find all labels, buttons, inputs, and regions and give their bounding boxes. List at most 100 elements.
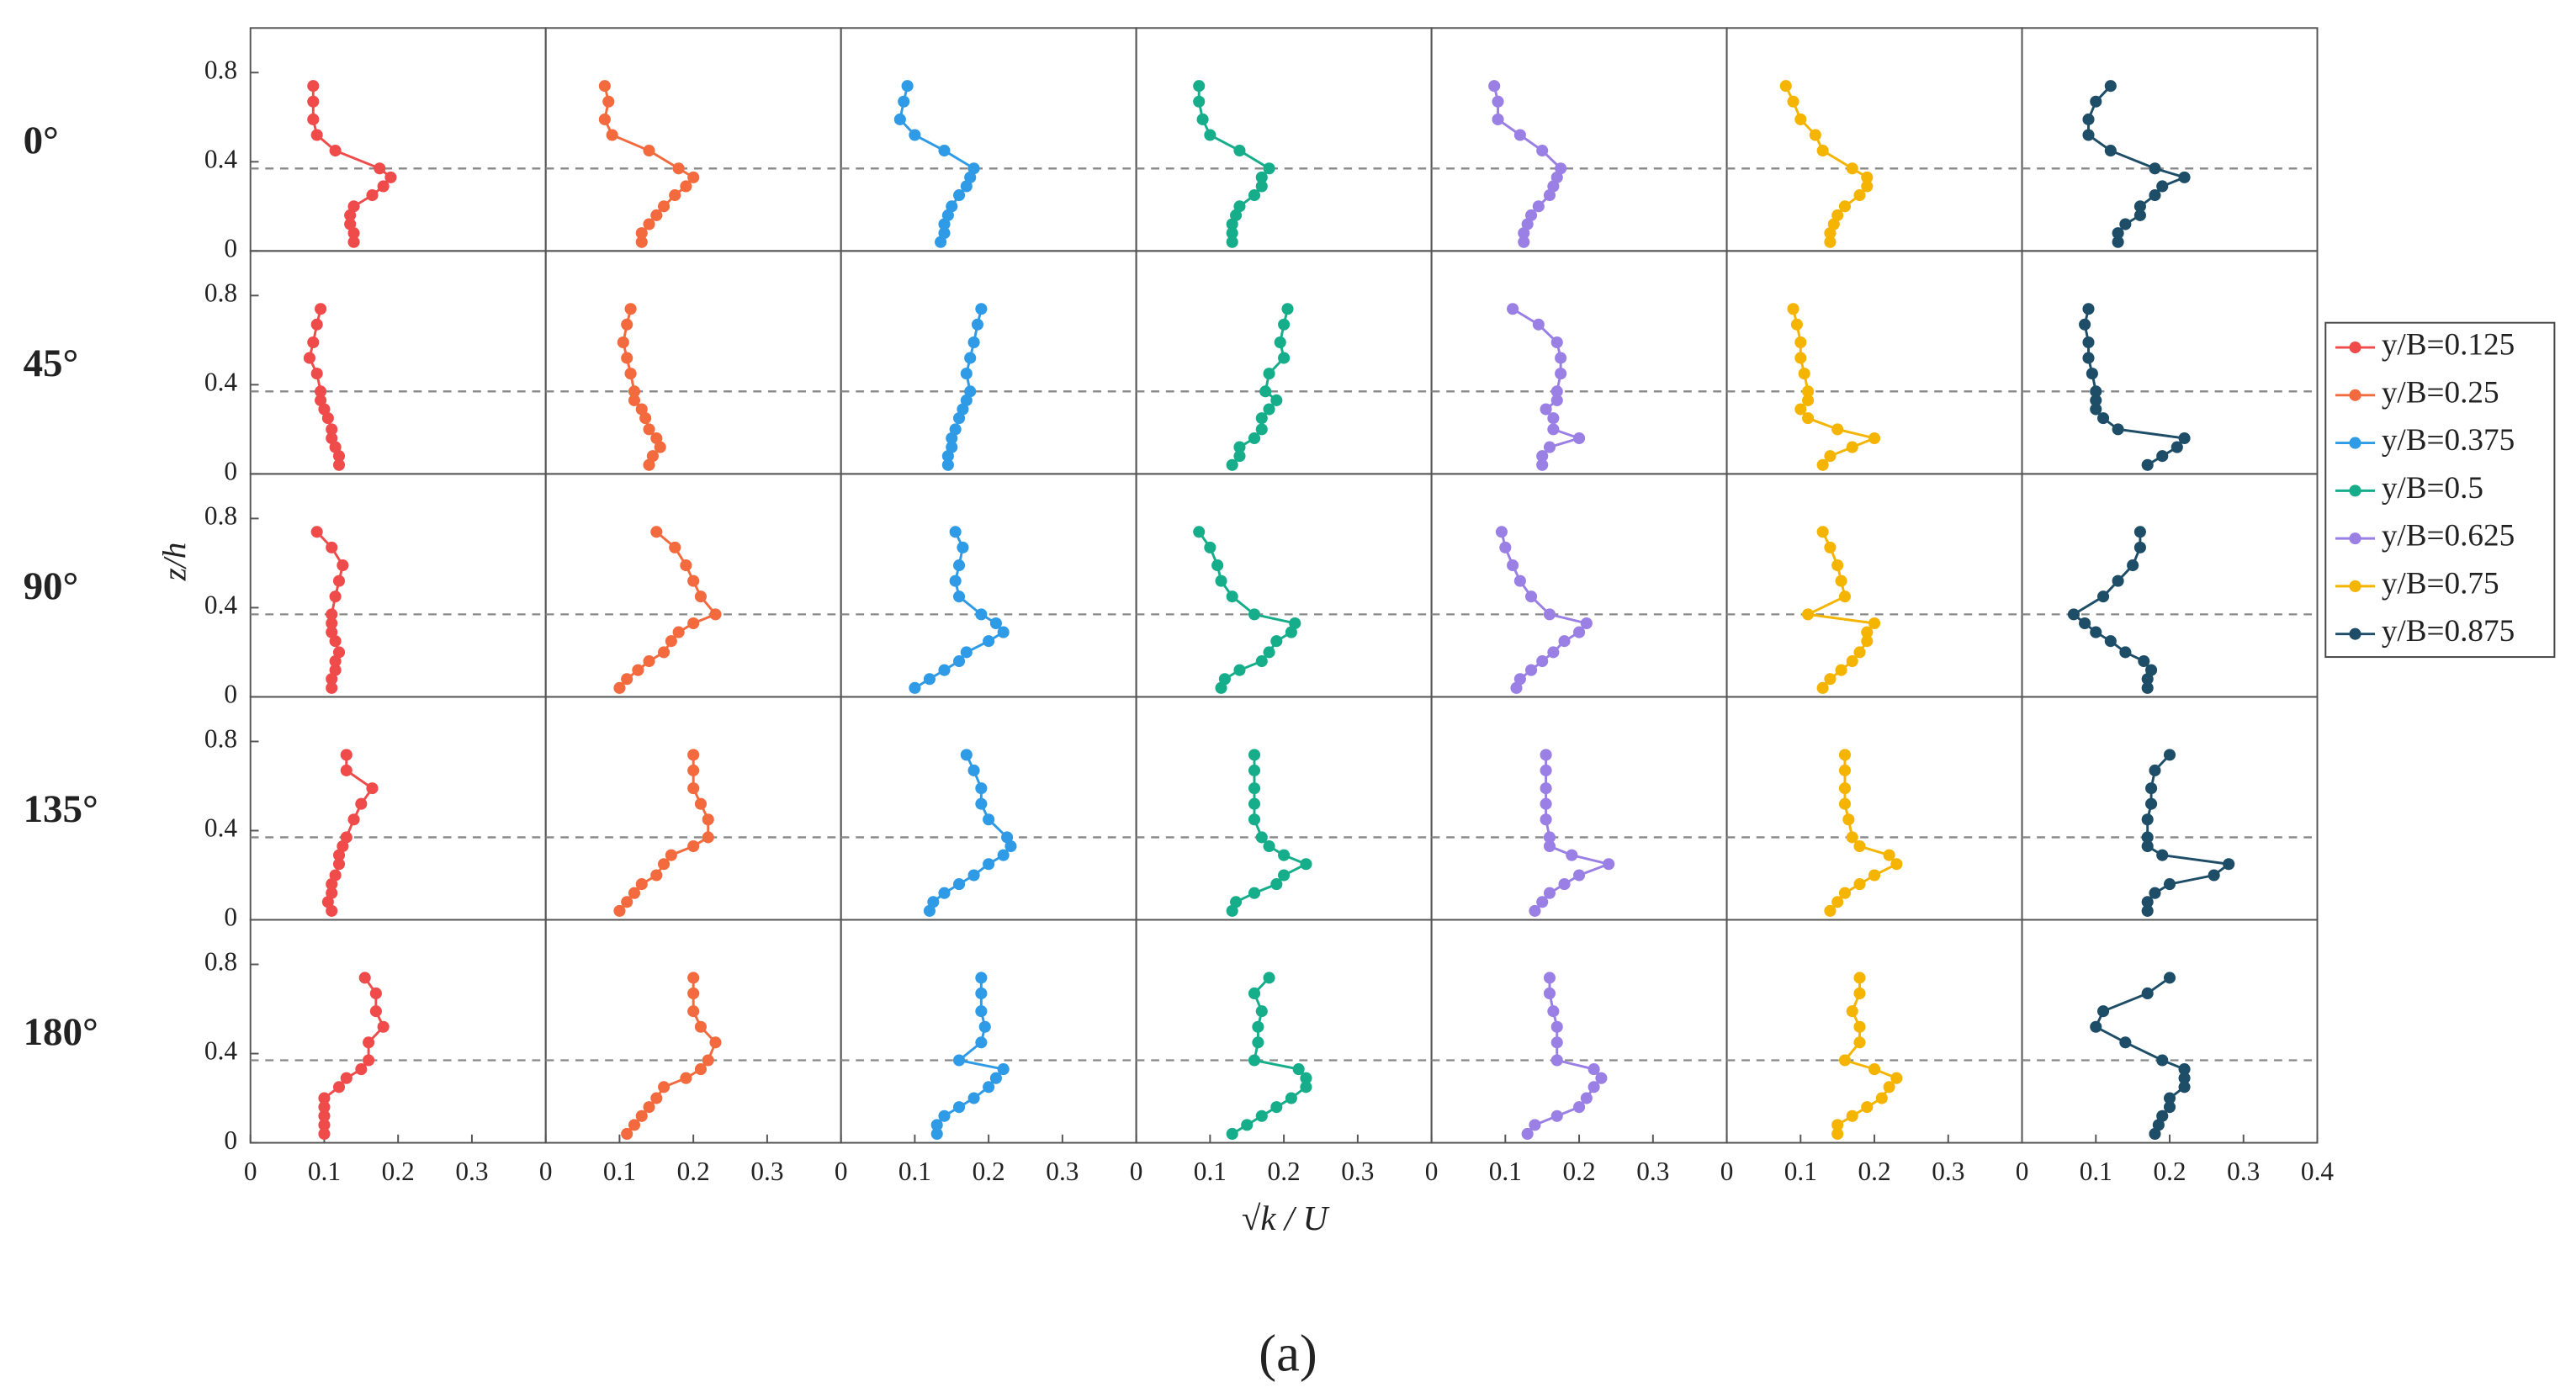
profile-point: [598, 113, 611, 126]
legend-label: y/B=0.75: [2382, 566, 2499, 601]
profile-point: [310, 526, 323, 538]
profile-point: [315, 394, 327, 406]
panel-frame: [840, 696, 1137, 921]
profile-point: [1518, 236, 1530, 248]
profile-point: [347, 813, 360, 826]
profile-point: [654, 441, 666, 453]
y-tick-label: 0: [224, 903, 237, 932]
profile-point: [1233, 664, 1246, 676]
profile-point: [1547, 646, 1560, 659]
profile-point: [909, 129, 921, 141]
panel-frame: [1430, 27, 1728, 252]
profile-point: [329, 869, 342, 882]
profile-point: [307, 80, 320, 93]
profile-point: [658, 646, 671, 659]
profile-point: [1846, 1109, 1858, 1122]
profile-point: [307, 95, 320, 108]
profile-point: [1816, 681, 1829, 694]
profile-point: [709, 608, 722, 621]
profile-point: [1300, 858, 1312, 871]
profile-point: [938, 664, 951, 676]
profile-point: [1252, 1036, 1264, 1049]
profile-point: [1838, 1054, 1851, 1067]
profile-point: [1555, 352, 1567, 364]
profile-point: [337, 559, 349, 572]
profile-point: [1259, 385, 1272, 398]
profile-point: [1573, 432, 1586, 445]
profile-point: [669, 541, 681, 553]
profile-point: [650, 869, 663, 882]
profile-point: [2133, 209, 2146, 221]
profile-point: [621, 673, 633, 686]
profile-point: [1861, 635, 1874, 648]
profile-point: [1831, 1119, 1844, 1131]
profile-point: [332, 450, 346, 463]
y-tick-label: 0.4: [204, 813, 237, 843]
profile-point: [702, 831, 714, 844]
profile-point: [329, 145, 342, 157]
legend-marker: [2349, 532, 2361, 545]
profile-point: [1248, 749, 1261, 761]
profile-point: [967, 869, 980, 882]
profile-point: [952, 590, 966, 603]
profile-point: [1861, 180, 1874, 193]
profile-point: [1248, 887, 1261, 899]
profile-point: [1831, 896, 1844, 908]
y-axis-label: z/h: [157, 543, 193, 582]
profile-point: [938, 227, 951, 240]
profile-point: [909, 681, 921, 694]
profile-point: [355, 797, 368, 810]
profile-line: [1512, 307, 1583, 465]
profile-point: [1798, 368, 1810, 380]
profile-point: [898, 95, 910, 108]
profile-point: [952, 654, 966, 668]
profile-point: [1248, 813, 1261, 826]
profile-point: [1255, 412, 1268, 425]
profile-point: [1809, 129, 1821, 141]
profile-point: [340, 831, 352, 844]
profile-point: [1883, 1081, 1895, 1094]
profile-point: [1587, 1081, 1600, 1094]
profile-point: [321, 896, 334, 908]
profile-point: [1518, 227, 1530, 240]
profile-point: [1787, 303, 1799, 315]
profile-point: [1794, 336, 1807, 349]
caption: (a): [1259, 1323, 1317, 1382]
profile-point: [2223, 858, 2235, 871]
profile-point: [621, 896, 633, 908]
profile-point: [329, 654, 342, 668]
profile-point: [967, 764, 980, 776]
profile-point: [2090, 626, 2102, 638]
profile-point: [1233, 200, 1246, 213]
profile-point: [1573, 626, 1586, 638]
profile-point: [1536, 450, 1549, 463]
profile-point: [1838, 749, 1851, 761]
profile-point: [646, 450, 659, 463]
x-tick-label: 0.3: [1932, 1157, 1964, 1186]
profile-point: [2178, 432, 2191, 445]
panel-frame: [249, 250, 547, 475]
profile-point: [1248, 797, 1261, 810]
profile-point: [669, 189, 681, 202]
profile-point: [983, 635, 995, 648]
panel-frame: [840, 27, 1137, 252]
profile-line: [898, 85, 976, 243]
profile-point: [1846, 831, 1858, 844]
x-tick-label: 0.3: [1636, 1157, 1669, 1186]
profile-point: [680, 1072, 692, 1084]
profile-point: [650, 526, 663, 538]
profile-point: [1215, 575, 1227, 587]
profile-point: [2090, 385, 2102, 398]
profile-point: [957, 541, 969, 553]
profile-point: [1824, 236, 1837, 248]
profile-point: [2141, 831, 2154, 844]
profile-point: [326, 673, 338, 686]
profile-point: [2127, 559, 2139, 572]
profile-point: [310, 318, 323, 331]
profile-point: [1831, 209, 1844, 221]
profile-point: [1816, 526, 1829, 538]
profile-point: [687, 782, 700, 795]
profile-point: [1513, 129, 1526, 141]
profile-point: [672, 626, 685, 638]
profile-point: [326, 608, 338, 621]
